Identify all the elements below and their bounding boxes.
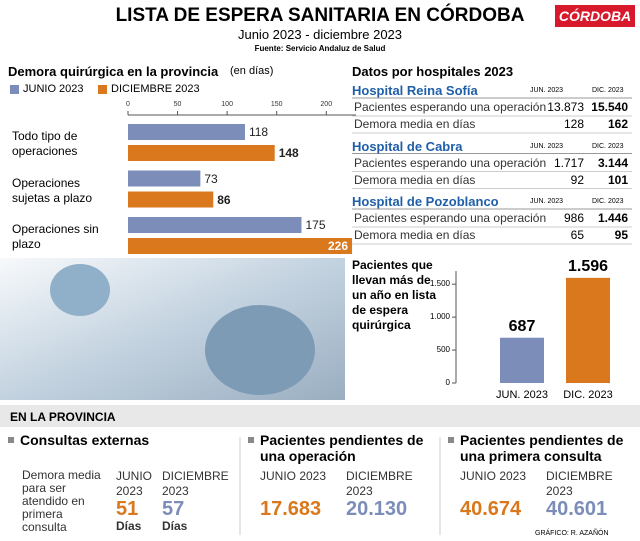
photo-figure	[205, 305, 315, 395]
hospitals-title: Datos por hospitales 2023	[352, 64, 514, 79]
stat-value: 57	[162, 498, 185, 520]
cell-value: 3.144	[597, 155, 628, 170]
column-header: DIC. 2023	[592, 142, 624, 150]
value-label: 175	[305, 218, 326, 232]
bullet	[248, 437, 254, 443]
title: LISTA DE ESPERA SANITARIA EN CÓRDOBA	[115, 5, 525, 26]
section-heading: Consultas externas	[20, 432, 150, 448]
row-label: Demora media en días	[354, 172, 476, 187]
x-tick-label: 150	[270, 101, 283, 108]
value-label: 118	[248, 125, 269, 139]
value-label: 226	[328, 239, 349, 253]
section-title: EN LA PROVINCIA	[10, 410, 116, 424]
chart-unit: (en días)	[230, 65, 274, 77]
hospital-name: Hospital Reina Sofía	[352, 83, 478, 98]
section-heading: Pacientes pendientes de una primera cons…	[460, 432, 624, 464]
value-label: 148	[278, 146, 299, 160]
value-label: 1.596	[567, 257, 609, 275]
bar	[128, 145, 275, 161]
bar	[128, 238, 353, 254]
row-label: Demora media en días	[354, 117, 476, 131]
bar	[128, 124, 245, 140]
chart-title: Pacientes que llevan más de un año en li…	[352, 258, 437, 332]
bar	[128, 170, 201, 187]
credit: GRÁFICO: R. AZAÑÓN	[535, 530, 609, 537]
photo-figure	[50, 264, 110, 316]
x-tick-label: 0	[126, 101, 130, 108]
hospital-name: Hospital de Cabra	[352, 138, 463, 154]
x-tick-label: DIC. 2023	[563, 389, 613, 401]
bullet	[448, 437, 454, 443]
bullet	[8, 437, 14, 443]
stat-unit: Días	[162, 519, 188, 533]
category-label: Operaciones sujetas a plazo	[12, 175, 93, 205]
stat-value: 40.674	[460, 498, 522, 520]
value-label: 687	[508, 317, 536, 335]
legend-label: JUNIO 2023	[23, 83, 84, 95]
row-label: Demora media en días	[354, 228, 476, 242]
chart-title: Demora quirúrgica en la provincia	[8, 64, 219, 79]
column-header: DICIEMBRE 2023	[346, 469, 413, 498]
section-band	[0, 405, 640, 427]
cell-value: 986	[563, 211, 584, 225]
column-header: DIC. 2023	[592, 198, 624, 205]
column-header: DICIEMBRE 2023	[546, 469, 613, 498]
row-label: Pacientes esperando una operación	[354, 211, 547, 225]
bar	[128, 217, 302, 233]
column-header: JUN. 2023	[530, 198, 564, 205]
y-tick-label: 1.000	[429, 312, 450, 322]
source: Fuente: Servicio Andaluz de Salud	[254, 44, 386, 53]
stat-value: 51	[116, 498, 139, 520]
legend-swatch	[98, 85, 107, 94]
x-tick-label: 50	[173, 101, 182, 108]
column-header: DICIEMBRE 2023	[162, 469, 229, 498]
x-tick-label: JUN. 2023	[496, 389, 548, 401]
stat-value: 40.601	[546, 498, 608, 520]
cell-value: 128	[563, 117, 584, 131]
stat-unit: Días	[116, 519, 142, 533]
logo: CÓRDOBA	[558, 8, 632, 24]
column-header: JUN. 2023	[530, 142, 564, 150]
cell-value: 92	[570, 172, 584, 187]
cell-value: 1.717	[553, 155, 584, 170]
hospital-name: Hospital de Pozoblanco	[352, 194, 499, 209]
y-tick-label: 0	[445, 378, 450, 387]
column-header: JUNIO 2023	[460, 469, 527, 483]
section-label: Demora media para ser atendido en primer…	[22, 468, 101, 534]
cell-value: 15.540	[591, 100, 628, 114]
column-header: JUNIO 2023	[260, 469, 327, 483]
column-header: JUNIO 2023	[116, 469, 152, 498]
y-tick-label: 500	[436, 345, 450, 355]
column-header: DIC. 2023	[592, 87, 624, 94]
subtitle: Junio 2023 - diciembre 2023	[237, 27, 403, 42]
y-tick-label: 1.500	[429, 279, 450, 289]
cell-value: 95	[614, 228, 628, 242]
stat-value: 17.683	[260, 498, 322, 520]
stat-value: 20.130	[346, 498, 408, 520]
bar	[500, 337, 544, 383]
row-label: Pacientes esperando una operación	[354, 155, 547, 170]
x-tick-label: 100	[221, 101, 233, 108]
value-label: 86	[217, 192, 231, 207]
category-label: Operaciones sin plazo	[12, 222, 99, 251]
cell-value: 65	[570, 228, 584, 242]
cell-value: 101	[607, 172, 628, 187]
cell-value: 162	[607, 117, 628, 131]
bar	[128, 191, 214, 208]
x-tick-label: 200	[320, 101, 333, 108]
section-heading: Pacientes pendientes de una operación	[260, 432, 424, 464]
legend-swatch	[10, 85, 19, 94]
cell-value: 1.446	[597, 211, 628, 225]
bar	[566, 277, 610, 383]
row-label: Pacientes esperando una operación	[354, 100, 547, 114]
column-header: JUN. 2023	[530, 87, 564, 94]
cell-value: 13.873	[547, 100, 584, 114]
value-label: 73	[204, 171, 218, 186]
legend-label: DICIEMBRE 2023	[111, 83, 200, 95]
logo-box	[555, 5, 635, 27]
category-label: Todo tipo de operaciones	[12, 129, 78, 158]
